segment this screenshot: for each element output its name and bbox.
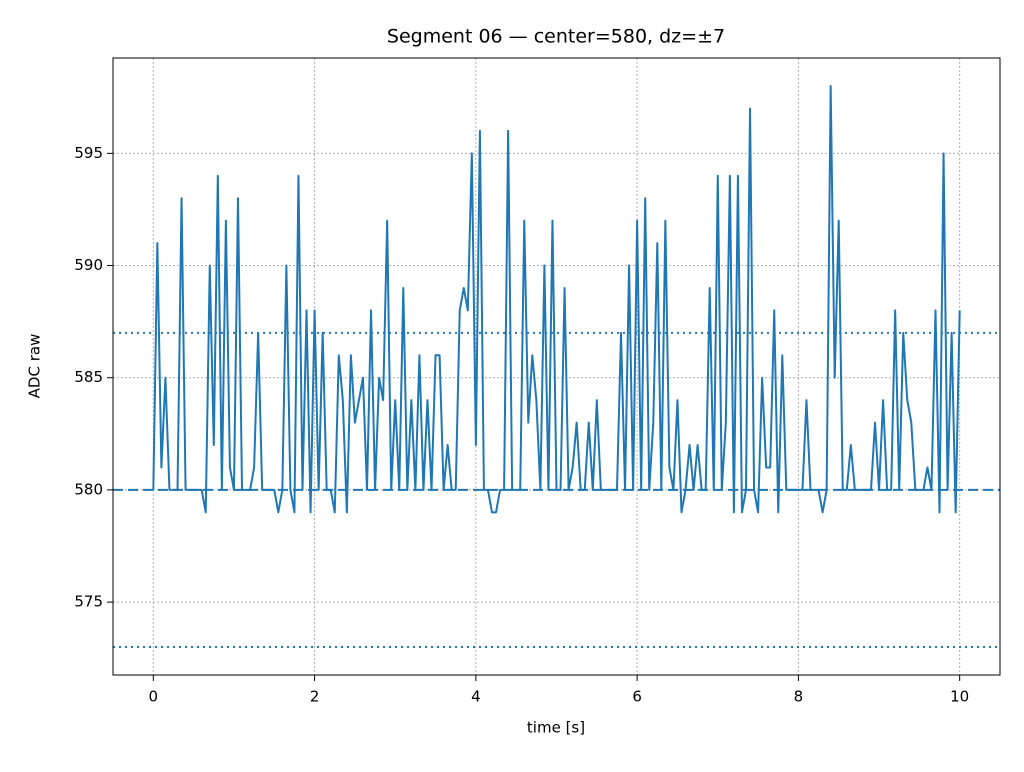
x-tick-label: 10	[950, 688, 969, 706]
x-tick-label: 2	[310, 688, 320, 706]
data-line	[152, 85, 961, 514]
x-tick-label: 0	[149, 688, 159, 706]
y-tick-label: 580	[74, 480, 103, 498]
x-tick-label: 6	[632, 688, 642, 706]
y-tick-label: 590	[74, 256, 103, 274]
plot-frame	[112, 57, 1001, 676]
y-tick-label: 575	[74, 593, 103, 611]
y-axis-label: ADC raw	[26, 334, 44, 399]
y-tick-label: 595	[74, 144, 103, 162]
chart-title: Segment 06 — center=580, dz=±7	[387, 26, 725, 48]
x-axis-label: time [s]	[527, 719, 585, 737]
y-tick-label: 585	[74, 368, 103, 386]
x-tick-label: 8	[794, 688, 804, 706]
x-tick-label: 4	[471, 688, 481, 706]
